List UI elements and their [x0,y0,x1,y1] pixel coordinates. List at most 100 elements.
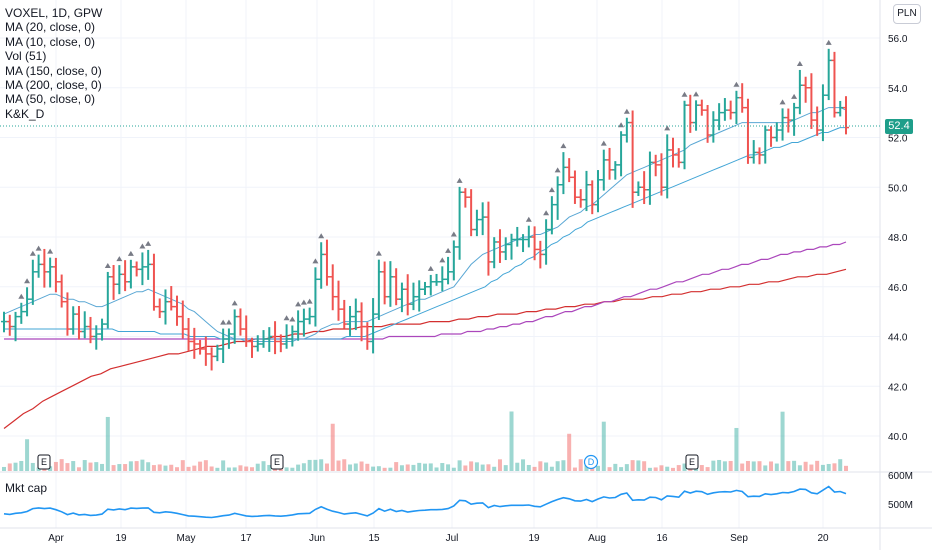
kk-marker [779,99,786,105]
volume-bar [740,463,745,471]
kk-marker [733,81,740,87]
legend-ma10[interactable]: MA (10, close, 0) [5,34,96,49]
symbol-title[interactable]: VOXEL, 1D, GPW [5,6,103,20]
price-tick-label: 42.0 [888,382,908,393]
kk-marker [104,262,111,268]
volume-bar [342,459,347,471]
kk-marker [47,248,54,254]
volume-bar [336,460,341,471]
kk-markers [18,39,832,325]
volume-bar [100,463,105,471]
volume-bar [371,466,376,471]
volume-bar [797,465,802,471]
volume-bar [809,464,814,471]
kk-marker [29,250,36,256]
volume-bar [728,460,733,471]
volume-bar [76,467,81,471]
kk-marker [306,298,313,304]
price-tick-label: 50.0 [888,183,908,194]
volume-bar [815,460,820,471]
mkt-cap-axis-labels: 600M 500M [888,471,913,511]
volume-bar [474,462,479,471]
time-tick-label: 20 [817,533,829,544]
kk-marker [791,93,798,99]
kk-marker [600,140,607,146]
volume-bar [175,467,180,471]
legend-ma150[interactable]: MA (150, close, 0) [5,63,102,78]
volume-bar [619,467,624,471]
earnings-marker-label: E [274,457,280,467]
volume-bar [267,464,272,471]
volume-bar [578,459,583,471]
currency-button[interactable]: PLN [893,4,921,24]
price-bars [1,48,849,371]
time-tick-label: 19 [528,533,540,544]
volume-bar [526,464,531,471]
volume-bar [232,467,237,471]
kk-marker [554,167,561,173]
volume-bar [844,465,848,471]
volume-bar [624,464,629,471]
volume-bar [665,466,670,471]
volume-bar [601,421,606,471]
kk-marker [283,315,290,321]
time-tick-label: Apr [48,533,64,544]
earnings-marker [685,454,699,470]
kk-marker [560,143,567,149]
legend-ma20[interactable]: MA (20, close, 0) [5,20,96,35]
earnings-marker [270,454,284,470]
kk-marker [18,293,25,299]
volume-bar [428,463,433,471]
volume-bar [376,466,381,471]
earnings-marker-label: E [689,457,695,467]
volume-bar [515,462,520,471]
volume-bar [169,464,174,471]
volume-bar [596,465,601,471]
kk-marker [289,316,296,322]
ma-150-line [4,241,847,340]
legend-ma200[interactable]: MA (200, close, 0) [5,78,102,93]
volume-bar [480,464,485,471]
time-tick-label: Jun [309,533,325,544]
kk-marker [796,60,803,66]
mkt-cap-label[interactable]: Mkt cap [5,481,48,495]
volume-bar [59,459,64,471]
legend-kk[interactable]: K&K_D [5,106,45,121]
volume-bar [717,459,722,471]
volume-bar [249,467,254,471]
time-tick-label: Aug [588,533,606,544]
kk-marker [623,108,630,114]
volume-bar [88,462,93,471]
volume-bar [486,464,491,471]
kk-marker [35,245,42,251]
volume-bar [405,464,410,471]
kk-marker [445,247,452,253]
mkt-cap-tick-label: 500M [888,500,913,511]
volume-bar [751,461,756,471]
legend-ma50[interactable]: MA (50, close, 0) [5,92,96,107]
price-tick-label: 44.0 [888,333,908,344]
volume-bar [463,465,468,471]
volume-bar [82,460,87,471]
kk-marker [24,278,31,284]
volume-bar [411,464,416,471]
volume-bar [792,460,797,471]
volume-bar [394,462,399,471]
volume-bar [699,465,704,471]
volume-bar [647,467,652,471]
legend-vol[interactable]: Vol (51) [5,49,47,64]
price-tick-label: 48.0 [888,233,908,244]
volume-bar [503,465,508,471]
kk-marker [220,319,227,325]
kk-marker [300,299,307,305]
volume-bar [434,467,439,471]
last-price-tag: 52.4 [885,119,913,134]
kk-marker [312,258,319,264]
volume-bar [221,460,226,471]
indicator-legend: VOXEL, 1D, GPW MA (20, close, 0) MA (10,… [5,6,102,121]
volume-bar [48,466,53,471]
event-markers[interactable]: E E ED [37,454,699,470]
volume-bar [359,461,364,471]
kk-marker [681,91,688,97]
